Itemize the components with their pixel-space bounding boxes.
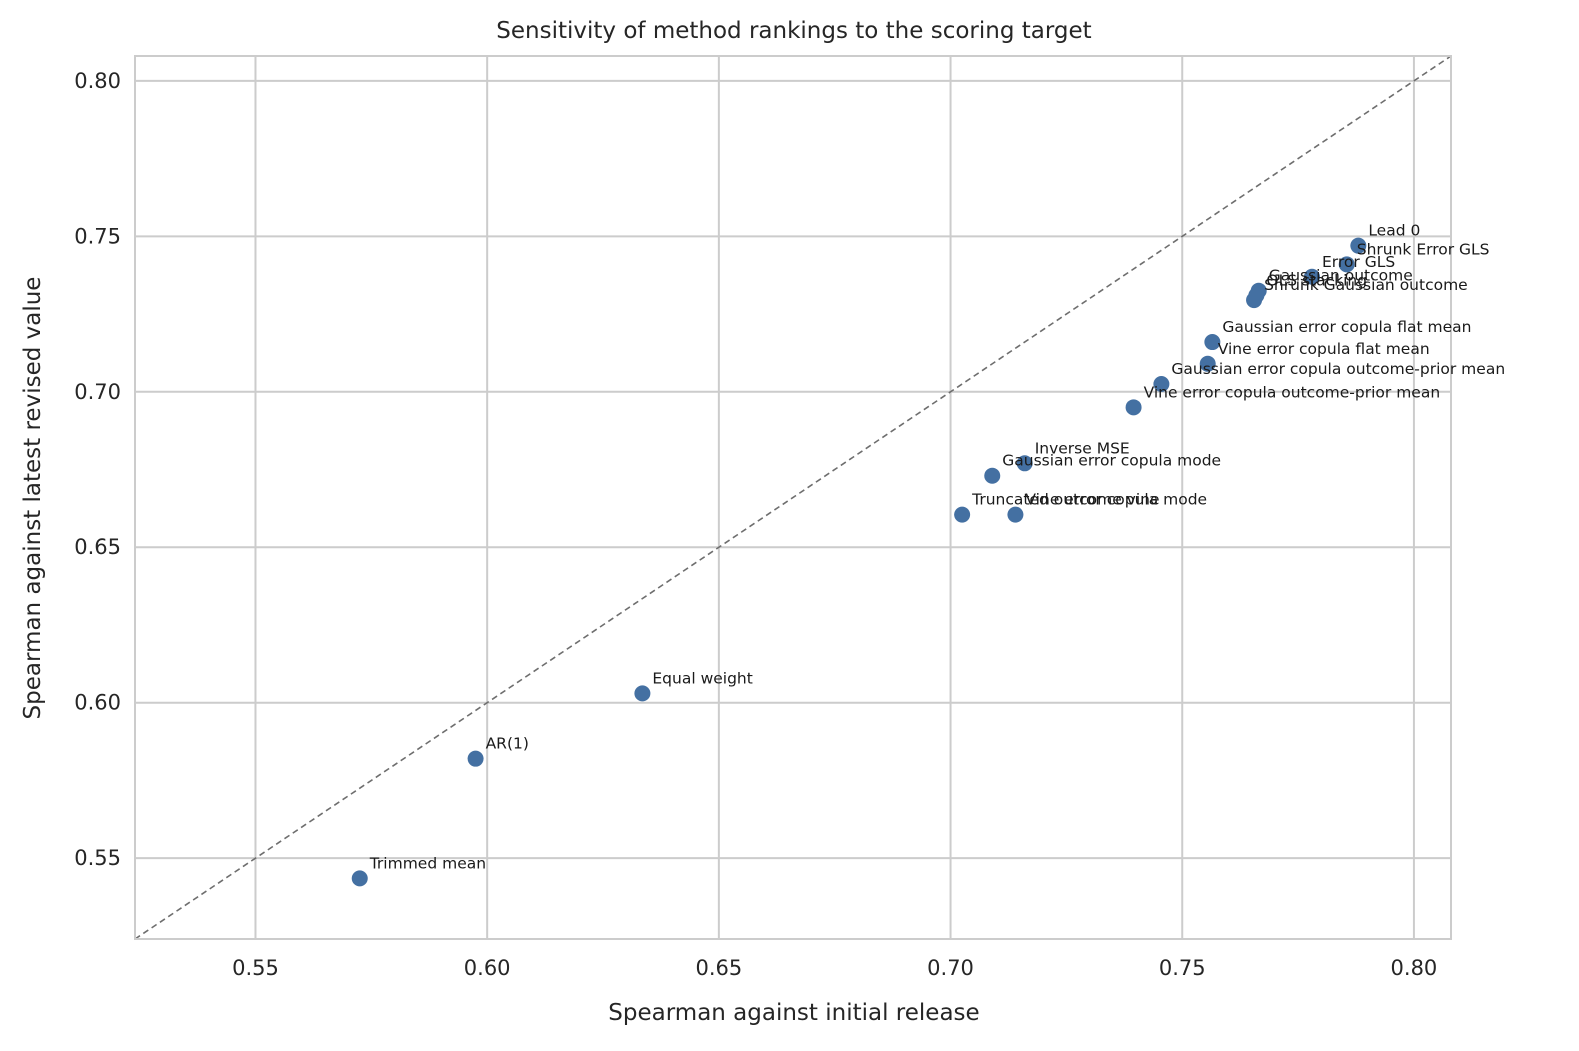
point-label: Error GLS bbox=[1322, 253, 1395, 271]
point-label: AR(1) bbox=[486, 735, 529, 753]
data-point bbox=[1153, 376, 1170, 393]
point-label: Inverse MSE bbox=[1035, 439, 1130, 457]
grid bbox=[135, 56, 1451, 939]
x-tick-label: 0.80 bbox=[1391, 956, 1438, 980]
data-point bbox=[984, 467, 1001, 484]
data-point bbox=[467, 750, 484, 767]
data-point bbox=[351, 870, 368, 887]
x-tick-label: 0.70 bbox=[927, 956, 974, 980]
data-point bbox=[1246, 292, 1263, 309]
identity-reference-line bbox=[134, 55, 1452, 940]
point-label: Lead 0 bbox=[1368, 222, 1420, 240]
data-point bbox=[1303, 268, 1320, 285]
data-point bbox=[1204, 334, 1221, 351]
data-point bbox=[1199, 355, 1216, 372]
data-point bbox=[1338, 256, 1355, 273]
point-label: Vine error copula flat mean bbox=[1218, 340, 1430, 358]
point-label: Shrunk Gaussian outcome bbox=[1264, 276, 1468, 294]
point-label: OLS stacking bbox=[1266, 271, 1367, 289]
point-label: Vine error copula mode bbox=[1025, 491, 1207, 509]
x-tick-label: 0.75 bbox=[1159, 956, 1206, 980]
point-label: Equal weight bbox=[652, 669, 752, 687]
point-label: Gaussian outcome bbox=[1269, 267, 1413, 285]
y-tick-label: 0.65 bbox=[74, 535, 121, 559]
x-tick-label: 0.65 bbox=[695, 956, 742, 980]
y-axis-label: Spearman against latest revised value bbox=[20, 277, 46, 720]
y-tick-label: 0.70 bbox=[74, 380, 121, 404]
data-point bbox=[954, 506, 971, 523]
data-point bbox=[1125, 399, 1142, 416]
data-points bbox=[351, 237, 1367, 887]
point-label: Shrunk Error GLS bbox=[1357, 240, 1490, 258]
point-label: Gaussian error copula mode bbox=[1002, 452, 1221, 470]
point-label: Trimmed mean bbox=[369, 854, 486, 872]
point-label: Truncated outcome vine bbox=[971, 491, 1159, 509]
point-label: Gaussian error copula outcome-prior mean bbox=[1171, 360, 1505, 378]
y-tick-label: 0.80 bbox=[74, 69, 121, 93]
x-tick-label: 0.60 bbox=[464, 956, 511, 980]
point-label: Vine error copula outcome-prior mean bbox=[1144, 383, 1441, 401]
point-label: Gaussian error copula flat mean bbox=[1222, 318, 1471, 336]
chart-title: Sensitivity of method rankings to the sc… bbox=[496, 18, 1091, 44]
y-tick-label: 0.60 bbox=[74, 691, 121, 715]
data-point bbox=[634, 685, 651, 702]
x-tick-label: 0.55 bbox=[232, 956, 279, 980]
data-point bbox=[1016, 455, 1033, 472]
data-point bbox=[1350, 237, 1367, 254]
plot-frame bbox=[134, 55, 1452, 940]
x-axis-label: Spearman against initial release bbox=[608, 1000, 979, 1026]
y-tick-label: 0.55 bbox=[74, 846, 121, 870]
data-point bbox=[1007, 506, 1024, 523]
axis-ticks: 0.55 0.60 0.65 0.70 0.75 0.80 0.55 0.60 0.65 0.70… bbox=[74, 69, 1437, 980]
y-tick-label: 0.75 bbox=[74, 224, 121, 248]
